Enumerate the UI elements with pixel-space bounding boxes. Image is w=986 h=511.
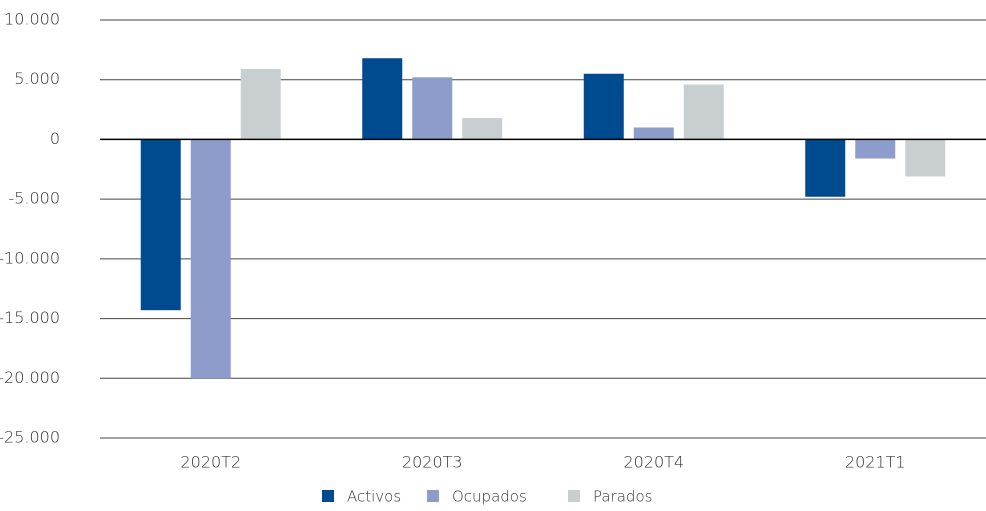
legend-swatch xyxy=(322,490,334,502)
x-tick-label: 2020T4 xyxy=(623,453,684,472)
y-tick-label: 0 xyxy=(50,129,60,148)
y-tick-label: -20.000 xyxy=(0,368,60,387)
bar xyxy=(140,139,181,311)
legend-label: Activos xyxy=(347,488,401,506)
bar xyxy=(190,139,231,379)
y-tick-label: -10.000 xyxy=(0,248,60,267)
x-tick-label: 2020T3 xyxy=(402,453,463,472)
bar xyxy=(362,58,403,140)
bar xyxy=(462,117,503,140)
bar xyxy=(905,139,946,177)
legend-swatch xyxy=(568,490,580,502)
legend-label: Ocupados xyxy=(452,488,527,506)
bar xyxy=(240,68,281,140)
bar xyxy=(412,77,453,140)
x-tick-label: 2021T1 xyxy=(845,453,906,472)
y-tick-label: -25.000 xyxy=(0,428,60,447)
bar xyxy=(583,73,624,140)
y-tick-label: 10.000 xyxy=(4,10,60,29)
y-tick-label: -5.000 xyxy=(8,189,60,208)
y-tick-label: -15.000 xyxy=(0,308,60,327)
bar xyxy=(683,84,724,140)
bar xyxy=(633,127,674,140)
bar xyxy=(855,139,896,159)
y-tick-label: 5.000 xyxy=(14,69,60,88)
bar xyxy=(805,139,846,197)
legend-swatch xyxy=(427,490,439,502)
legend: Activos Ocupados Parados xyxy=(322,488,652,506)
x-tick-label: 2020T2 xyxy=(180,453,241,472)
legend-label: Parados xyxy=(593,488,652,506)
